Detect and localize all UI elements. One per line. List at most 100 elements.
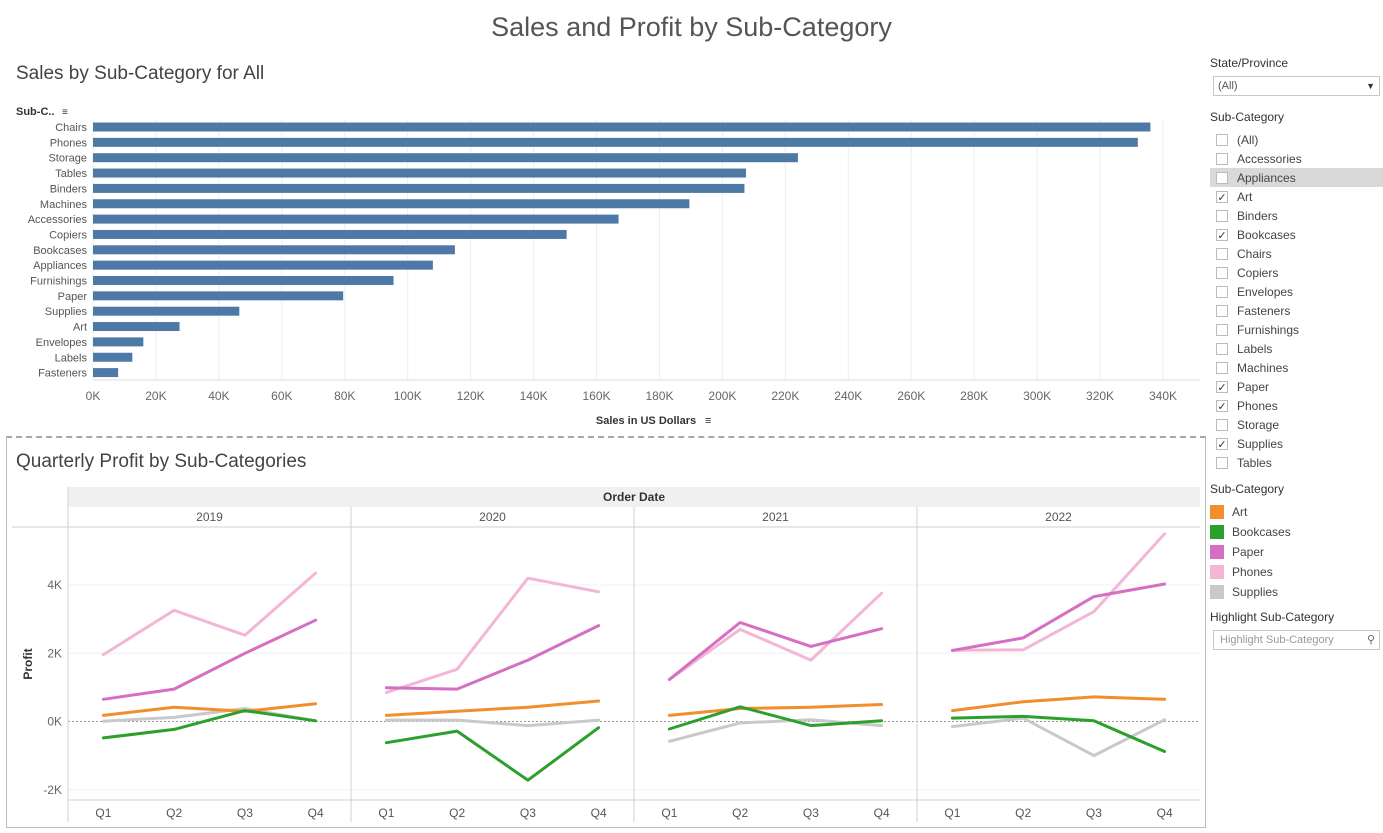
legend-swatch xyxy=(1210,525,1224,539)
checkbox[interactable]: ✓ xyxy=(1216,437,1228,451)
profit-line-art xyxy=(384,699,601,717)
profit-line-bookcases xyxy=(667,705,884,731)
state-dropdown[interactable]: (All) ▼ xyxy=(1213,76,1380,96)
legend-item[interactable]: Art xyxy=(1210,502,1383,522)
filter-item-label: Appliances xyxy=(1237,170,1296,185)
filter-item-label: Storage xyxy=(1237,417,1280,432)
legend-title: Sub-Category xyxy=(1210,482,1285,496)
filter-item[interactable]: Chairs xyxy=(1210,244,1383,263)
filter-item[interactable]: ✓ Supplies xyxy=(1210,434,1383,453)
filter-item[interactable]: ✓ Bookcases xyxy=(1210,225,1383,244)
quarter-label: Q2 xyxy=(732,806,748,820)
filter-item[interactable]: Storage xyxy=(1210,415,1383,434)
legend-item[interactable]: Paper xyxy=(1210,542,1383,562)
x-tick-label: 140K xyxy=(520,389,548,403)
year-header: 2019 xyxy=(196,510,223,524)
checkbox[interactable] xyxy=(1216,266,1228,279)
checkbox[interactable] xyxy=(1216,209,1228,222)
checkbox[interactable] xyxy=(1216,323,1228,336)
quarter-label: Q4 xyxy=(874,806,890,820)
checkbox[interactable]: ✓ xyxy=(1216,190,1228,204)
column-header: Order Date xyxy=(603,490,665,504)
legend-swatch xyxy=(1210,545,1224,559)
quarter-label: Q1 xyxy=(944,806,960,820)
filter-item[interactable]: (All) xyxy=(1210,130,1383,149)
checkbox[interactable] xyxy=(1216,361,1228,374)
profit-line-bookcases xyxy=(384,726,601,782)
filter-item[interactable]: Copiers xyxy=(1210,263,1383,282)
filter-item[interactable]: Furnishings xyxy=(1210,320,1383,339)
x-tick-label: 160K xyxy=(583,389,611,403)
filter-item[interactable]: ✓ Phones xyxy=(1210,396,1383,415)
filter-item[interactable]: Machines xyxy=(1210,358,1383,377)
checkbox[interactable] xyxy=(1216,304,1228,317)
checkbox[interactable] xyxy=(1216,285,1228,298)
bar-category-label: Chairs xyxy=(55,122,87,134)
filter-item-label: Art xyxy=(1237,189,1253,204)
profit-panel[interactable] xyxy=(6,436,1206,828)
filter-item[interactable]: Envelopes xyxy=(1210,282,1383,301)
filter-item[interactable]: Appliances xyxy=(1210,168,1383,187)
y-tick-label: -2K xyxy=(43,783,62,797)
legend-swatch xyxy=(1210,565,1224,579)
bar-category-label: Bookcases xyxy=(33,245,87,257)
sales-bar xyxy=(93,137,1138,147)
filter-item[interactable]: ✓ Paper xyxy=(1210,377,1383,396)
bar-category-label: Art xyxy=(73,322,87,334)
filter-panel: State/Province (All) ▼ Sub-Category (All… xyxy=(1210,56,1383,650)
sales-bar xyxy=(93,337,144,347)
profit-line-art xyxy=(101,702,318,717)
state-filter-label: State/Province xyxy=(1210,56,1289,70)
profit-line-chart: Order Date -2K 0K 2K 4K Profit 2019 Q1 Q2 Q3 Q4 202… xyxy=(12,487,1200,822)
bar-category-label: Copiers xyxy=(49,229,87,241)
legend-label: Paper xyxy=(1232,545,1265,559)
legend-item[interactable]: Phones xyxy=(1210,562,1383,582)
checkbox[interactable] xyxy=(1216,342,1228,355)
legend-item[interactable]: Supplies xyxy=(1210,582,1383,602)
x-tick-label: 0K xyxy=(86,389,101,403)
checkbox[interactable] xyxy=(1216,133,1228,146)
checkbox[interactable] xyxy=(1216,171,1228,184)
filter-item[interactable]: Accessories xyxy=(1210,149,1383,168)
profit-line-phones xyxy=(667,591,884,681)
checkbox[interactable] xyxy=(1216,152,1228,165)
highlight-search-input[interactable]: Highlight Sub-Category ⚲ xyxy=(1213,630,1380,650)
x-axis-title: Sales in US Dollars xyxy=(596,415,696,427)
legend-item[interactable]: Bookcases xyxy=(1210,522,1383,542)
x-tick-label: 60K xyxy=(271,389,292,403)
profit-line-art xyxy=(667,703,884,717)
sales-bar xyxy=(93,276,394,285)
filter-item[interactable]: Tables xyxy=(1210,453,1383,472)
state-dropdown-value: (All) xyxy=(1218,80,1238,92)
checkbox[interactable] xyxy=(1216,418,1228,431)
profit-line-paper xyxy=(667,621,884,681)
sales-bar xyxy=(93,153,798,163)
filter-item[interactable]: Fasteners xyxy=(1210,301,1383,320)
sales-bar-chart: 0K 20K 40K 60K 80K 100K 120K 140K 160K 180K 200K 22… xyxy=(16,106,1200,427)
filter-item[interactable]: ✓ Art xyxy=(1210,187,1383,206)
bar-category-label: Fasteners xyxy=(38,368,87,380)
quarter-label: Q4 xyxy=(1157,806,1173,820)
checkbox[interactable]: ✓ xyxy=(1216,380,1228,394)
legend-label: Bookcases xyxy=(1232,525,1291,539)
sales-bar xyxy=(93,322,180,332)
highlight-label: Highlight Sub-Category xyxy=(1210,610,1335,624)
checkbox[interactable] xyxy=(1216,456,1228,469)
filter-item[interactable]: Labels xyxy=(1210,339,1383,358)
checkbox[interactable]: ✓ xyxy=(1216,228,1228,242)
x-tick-label: 300K xyxy=(1023,389,1051,403)
quarter-label: Q3 xyxy=(1086,806,1102,820)
filter-item[interactable]: Binders xyxy=(1210,206,1383,225)
profit-line-phones xyxy=(101,571,318,657)
profit-line-art xyxy=(950,695,1167,713)
highlight-placeholder: Highlight Sub-Category xyxy=(1220,634,1334,646)
x-tick-label: 120K xyxy=(457,389,485,403)
bar-chart-title: Sales by Sub-Category for All xyxy=(16,63,265,84)
checkbox[interactable] xyxy=(1216,247,1228,260)
checkbox[interactable]: ✓ xyxy=(1216,399,1228,413)
legend-label: Supplies xyxy=(1232,585,1279,599)
profit-line-paper xyxy=(384,624,601,691)
bar-category-label: Supplies xyxy=(45,306,88,318)
filter-item-label: Supplies xyxy=(1237,436,1284,451)
x-tick-label: 20K xyxy=(145,389,166,403)
